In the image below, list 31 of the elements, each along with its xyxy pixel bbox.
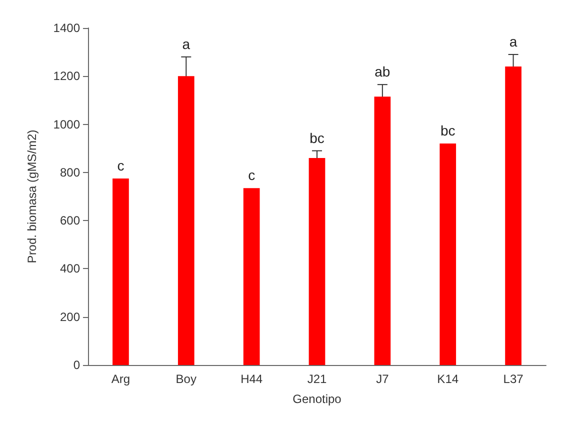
annotation: bc	[310, 130, 324, 146]
annotation: bc	[440, 122, 456, 139]
y-tick-label: 1000	[53, 117, 80, 132]
annotation: c	[248, 167, 256, 184]
bar	[243, 188, 260, 365]
bar	[112, 178, 129, 365]
x-axis-title: Genotipo	[292, 392, 342, 406]
x-tick-label: K14	[437, 372, 459, 386]
y-tick-label: 600	[60, 214, 80, 228]
y-tick-label: 1400	[53, 21, 80, 35]
y-tick-label: 1200	[53, 69, 80, 84]
x-tick-label: Arg	[111, 372, 130, 386]
bar	[374, 96, 391, 365]
bar	[178, 76, 194, 365]
annotation: a	[182, 36, 190, 52]
bar	[505, 66, 522, 365]
y-tick-label: 400	[60, 262, 80, 276]
annotation: a	[509, 33, 518, 50]
x-tick-label: H44	[240, 372, 263, 386]
y-axis-title: Prod. biomasa (gMS/m2)	[25, 130, 39, 264]
x-tick-label: J7	[376, 372, 390, 386]
y-tick-label: 0	[73, 358, 80, 372]
x-tick-label: Boy	[176, 372, 196, 386]
x-tick-label: J21	[307, 372, 327, 386]
x-tick-label: L37	[503, 372, 524, 386]
bar	[440, 144, 456, 365]
bar	[308, 158, 326, 365]
annotation: c	[117, 157, 124, 174]
annotation: ab	[374, 64, 390, 80]
y-tick-label: 800	[60, 165, 80, 180]
y-tick-label: 200	[60, 310, 80, 324]
